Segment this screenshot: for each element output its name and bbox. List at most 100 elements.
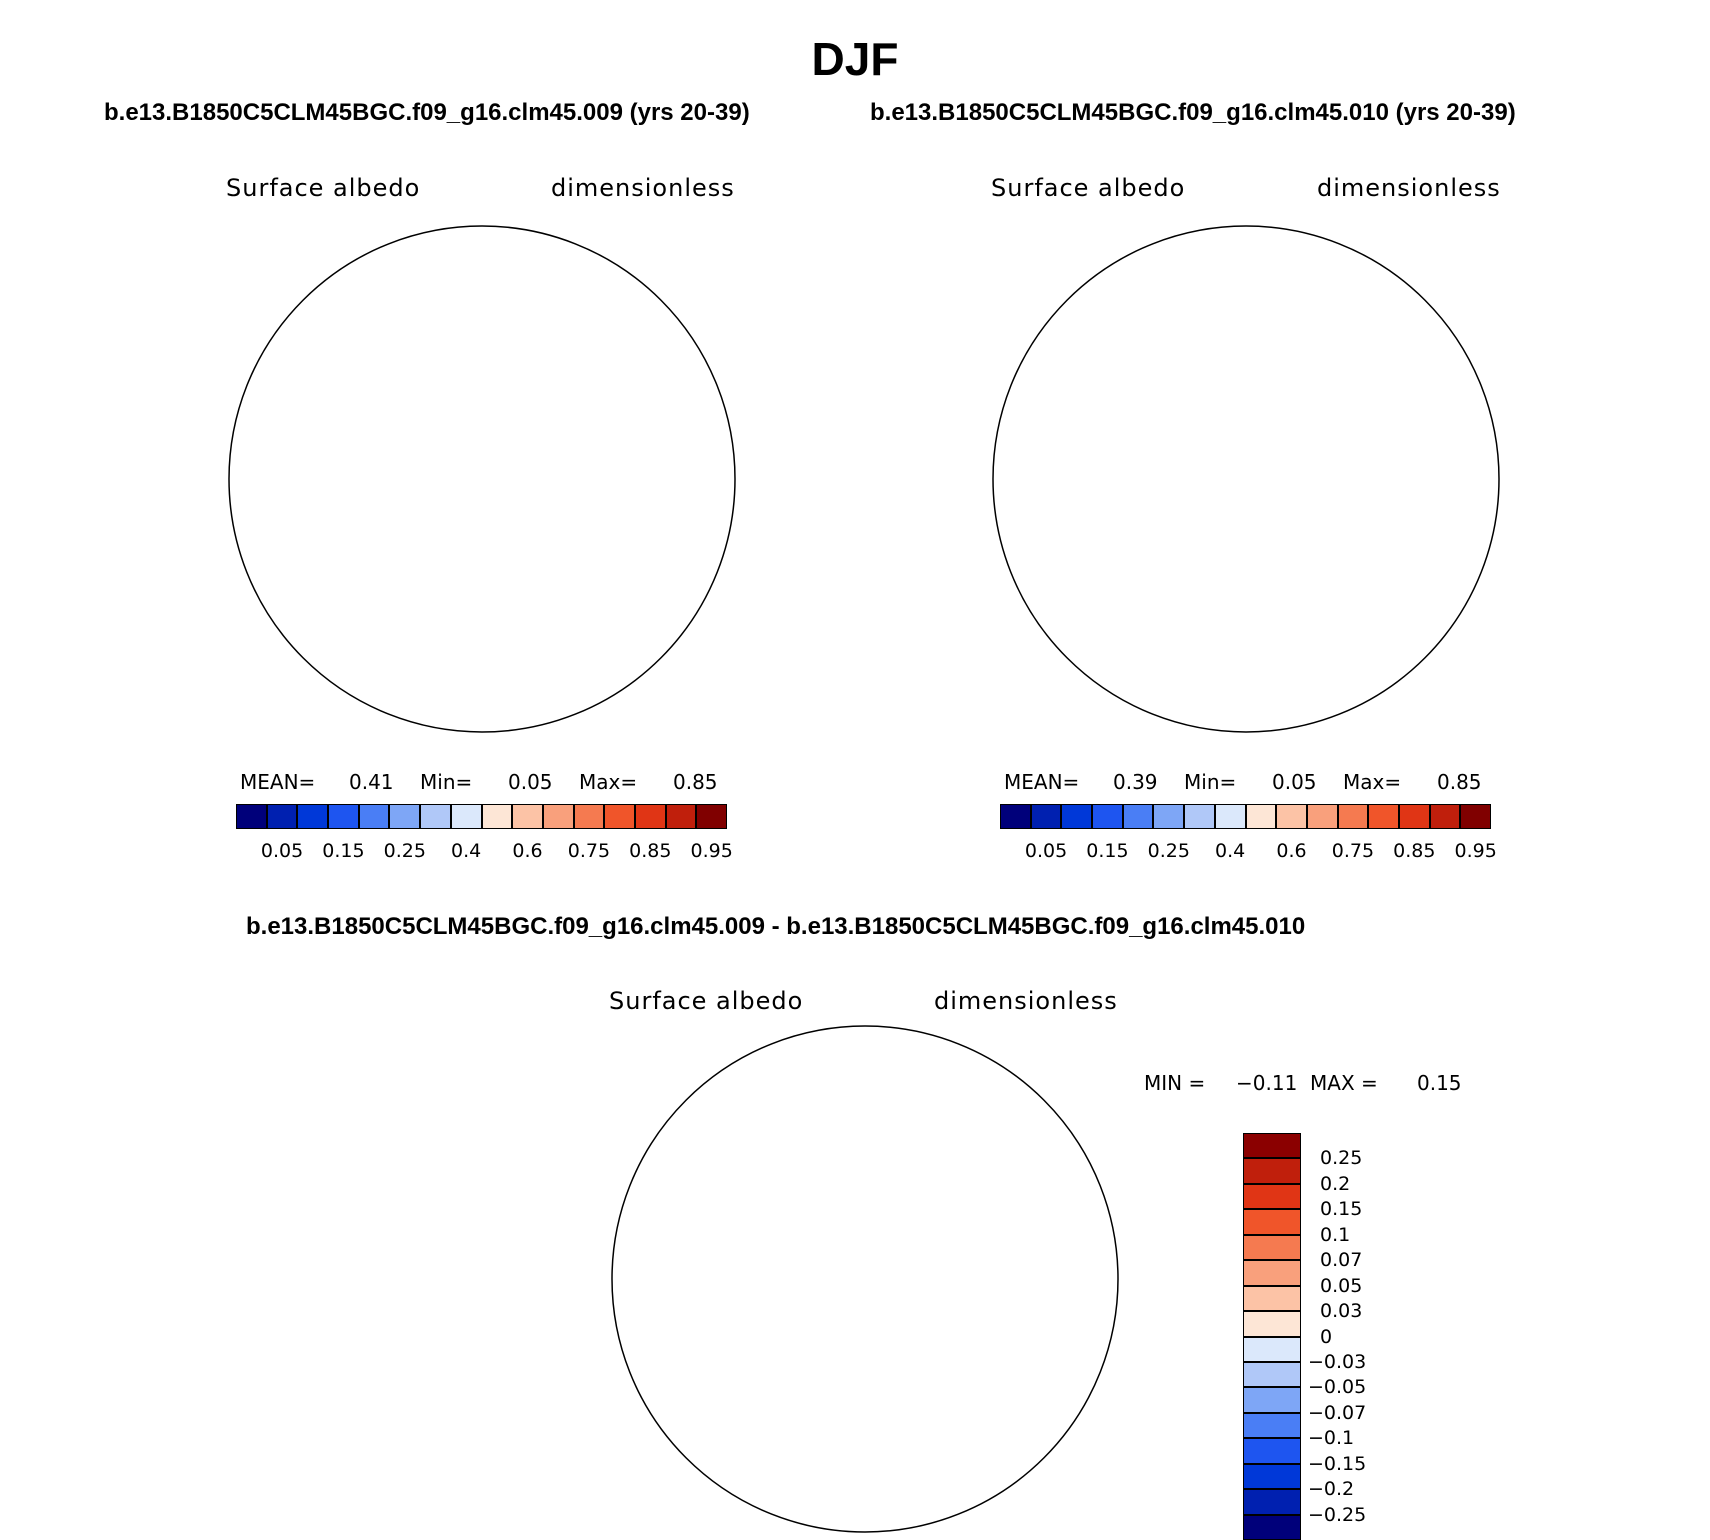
diff-max-value: 0.15 <box>1417 1071 1462 1095</box>
left-panel-title: b.e13.B1850C5CLM45BGC.f09_g16.clm45.009 … <box>104 99 750 126</box>
colorbar-swatch <box>1243 1311 1301 1337</box>
colorbar-swatch <box>1276 804 1307 829</box>
colorbar-swatch <box>1243 1336 1301 1362</box>
colorbar-swatch <box>1337 804 1369 829</box>
colorbar-swatch <box>1243 1234 1301 1261</box>
right-max-label: Max= <box>1343 770 1402 794</box>
colorbar-swatch <box>1243 1209 1301 1235</box>
colorbar-tick-label: 0.15 <box>1320 1198 1363 1221</box>
colorbar-tick-label: −0.2 <box>1308 1478 1355 1501</box>
colorbar-swatch <box>1243 1133 1301 1159</box>
colorbar-tick-label: 0.6 <box>512 840 543 862</box>
right-min-value: 0.05 <box>1272 770 1317 794</box>
right-mean-label: MEAN= <box>1004 770 1080 794</box>
diff-variable-label: Surface albedo <box>609 987 804 1015</box>
colorbar-swatch <box>634 804 666 829</box>
colorbar-tick-label: −0.03 <box>1308 1350 1367 1373</box>
diff-min-label: MIN = <box>1144 1071 1206 1095</box>
colorbar-swatch <box>1243 1489 1301 1515</box>
colorbar-tick-label: 0.2 <box>1320 1172 1351 1195</box>
colorbar-swatch <box>1460 804 1491 829</box>
left-units-label: dimensionless <box>551 174 735 202</box>
colorbar-tick-label: 0.25 <box>1147 840 1190 862</box>
colorbar-swatch <box>1245 804 1277 829</box>
colorbar-swatch <box>573 804 605 829</box>
colorbar-tick-label: −0.05 <box>1308 1376 1367 1399</box>
colorbar-swatch <box>328 804 359 829</box>
colorbar-swatch <box>1243 1463 1301 1490</box>
right-variable-label: Surface albedo <box>991 174 1186 202</box>
diff-panel-title: b.e13.B1850C5CLM45BGC.f09_g16.clm45.009 … <box>246 913 1306 940</box>
colorbar-swatch <box>542 804 574 829</box>
right-colorbar <box>1000 804 1491 829</box>
diff-map-fill <box>590 1019 1125 1539</box>
diff-colorbar <box>1243 1133 1301 1540</box>
colorbar-swatch <box>1030 804 1062 829</box>
colorbar-tick-label: −0.1 <box>1308 1427 1355 1450</box>
left-max-value: 0.85 <box>673 770 718 794</box>
right-colorbar-ticks: 0.05 0.15 0.25 0.4 0.6 0.75 0.85 0.95 <box>1000 840 1497 864</box>
colorbar-tick-label: 0.4 <box>451 840 482 862</box>
colorbar-swatch <box>1398 804 1430 829</box>
colorbar-tick-label: 0.05 <box>260 840 304 862</box>
diff-colorbar-ticks: 0.25 0.2 0.15 0.1 0.07 0.05 0.03 0 −0.03 −0.05 −0.… <box>1308 1133 1428 1540</box>
colorbar-tick-label: 0.05 <box>1024 840 1068 862</box>
left-mean-value: 0.41 <box>349 770 394 794</box>
colorbar-swatch <box>297 804 329 829</box>
right-min-label: Min= <box>1184 770 1237 794</box>
colorbar-swatch <box>604 804 635 829</box>
colorbar-tick-label: 0.1 <box>1320 1223 1351 1246</box>
colorbar-swatch <box>512 804 543 829</box>
left-min-label: Min= <box>420 770 473 794</box>
colorbar-swatch <box>1243 1285 1301 1312</box>
colorbar-swatch <box>1214 804 1246 829</box>
colorbar-swatch <box>1243 1260 1301 1286</box>
colorbar-swatch <box>1184 804 1215 829</box>
colorbar-tick-label: 0.15 <box>322 840 365 862</box>
right-mean-value: 0.39 <box>1113 770 1158 794</box>
colorbar-swatch <box>1122 804 1154 829</box>
colorbar-tick-label: 0.95 <box>690 840 733 862</box>
colorbar-tick-label: 0.03 <box>1320 1300 1363 1323</box>
colorbar-tick-label: 0.85 <box>1393 840 1436 862</box>
colorbar-swatch <box>1243 1158 1301 1184</box>
colorbar-tick-label: 0.05 <box>1320 1274 1363 1297</box>
colorbar-swatch <box>1000 804 1031 829</box>
left-mean-label: MEAN= <box>240 770 316 794</box>
colorbar-tick-label: 0.15 <box>1086 840 1129 862</box>
right-map-fill <box>986 219 1506 739</box>
colorbar-swatch <box>1243 1412 1301 1439</box>
colorbar-tick-label: 0.4 <box>1215 840 1246 862</box>
colorbar-swatch <box>358 804 390 829</box>
colorbar-swatch <box>1368 804 1399 829</box>
colorbar-tick-label: 0.25 <box>1320 1147 1363 1170</box>
right-max-value: 0.85 <box>1437 770 1482 794</box>
colorbar-swatch <box>1153 804 1185 829</box>
left-colorbar-ticks: 0.05 0.15 0.25 0.4 0.6 0.75 0.85 0.95 <box>236 840 733 864</box>
colorbar-tick-label: −0.15 <box>1308 1452 1367 1475</box>
diff-min-value: −0.11 <box>1236 1071 1298 1095</box>
diff-max-label: MAX = <box>1310 1071 1378 1095</box>
colorbar-tick-label: 0.25 <box>383 840 426 862</box>
colorbar-swatch <box>450 804 482 829</box>
right-units-label: dimensionless <box>1317 174 1501 202</box>
colorbar-tick-label: −0.25 <box>1308 1503 1367 1526</box>
colorbar-swatch <box>1306 804 1338 829</box>
left-colorbar <box>236 804 727 829</box>
colorbar-swatch <box>1243 1183 1301 1210</box>
right-panel-title: b.e13.B1850C5CLM45BGC.f09_g16.clm45.010 … <box>870 99 1516 126</box>
colorbar-swatch <box>1243 1438 1301 1464</box>
colorbar-swatch <box>696 804 727 829</box>
colorbar-tick-label: 0.75 <box>567 840 611 862</box>
colorbar-tick-label: −0.07 <box>1308 1401 1367 1424</box>
colorbar-swatch <box>389 804 421 829</box>
left-max-label: Max= <box>579 770 638 794</box>
colorbar-swatch <box>266 804 298 829</box>
colorbar-tick-label: 0.85 <box>629 840 672 862</box>
colorbar-swatch <box>481 804 513 829</box>
left-map-fill <box>711 705 742 739</box>
colorbar-swatch <box>1092 804 1123 829</box>
colorbar-swatch <box>236 804 267 829</box>
